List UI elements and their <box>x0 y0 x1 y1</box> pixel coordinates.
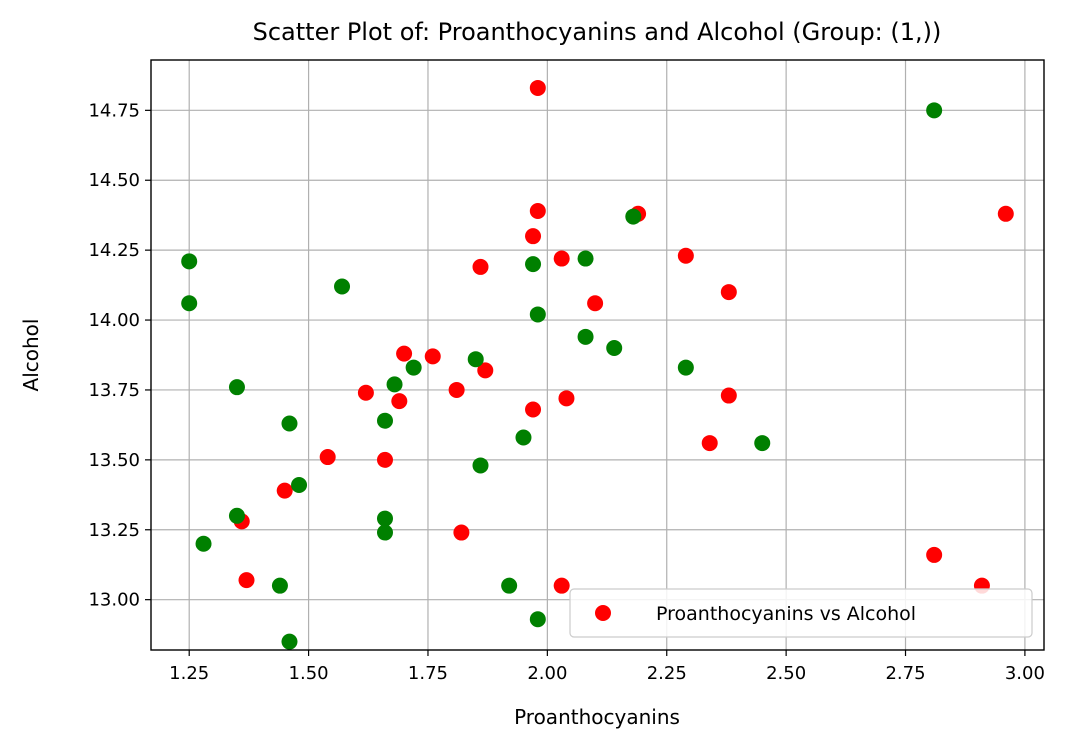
x-axis-ticks: 1.25 1.50 1.75 2.00 2.25 2.50 2.75 3.00 <box>169 650 1045 684</box>
plot-frame <box>150 59 1045 651</box>
y-axis-label: Alcohol <box>19 319 43 392</box>
data-point <box>926 102 943 119</box>
data-point <box>525 401 542 418</box>
x-tick-label: 1.75 <box>408 663 448 684</box>
data-point <box>281 415 298 432</box>
chart-title: Scatter Plot of: Proanthocyanins and Alc… <box>253 18 942 46</box>
data-point <box>997 205 1014 222</box>
data-point <box>754 435 771 452</box>
data-point <box>376 412 393 429</box>
data-point <box>228 507 245 524</box>
data-point <box>357 384 374 401</box>
data-point <box>577 250 594 267</box>
data-point <box>376 451 393 468</box>
data-point <box>515 429 532 446</box>
data-point <box>319 449 336 466</box>
data-point <box>529 79 546 96</box>
data-point <box>529 611 546 628</box>
y-tick-label: 14.25 <box>88 240 140 261</box>
data-point <box>701 435 718 452</box>
data-point <box>181 295 198 312</box>
data-point <box>195 535 212 552</box>
legend: Proanthocyanins vs Alcohol <box>569 588 1033 638</box>
data-point <box>281 633 298 650</box>
data-point <box>926 546 943 563</box>
data-point <box>625 208 642 225</box>
data-point <box>720 284 737 301</box>
data-point <box>720 387 737 404</box>
y-tick-label: 13.75 <box>88 380 140 401</box>
grid <box>151 60 1044 650</box>
x-tick-label: 1.25 <box>169 663 209 684</box>
x-tick-label: 2.25 <box>647 663 687 684</box>
data-point <box>467 351 484 368</box>
data-point <box>181 253 198 270</box>
data-point <box>472 258 489 275</box>
data-point <box>396 345 413 362</box>
legend-box <box>569 588 1033 638</box>
data-point <box>453 524 470 541</box>
data-point <box>376 510 393 527</box>
data-point <box>558 390 575 407</box>
data-point <box>587 295 604 312</box>
data-point <box>472 457 489 474</box>
data-point <box>276 482 293 499</box>
x-tick-label: 2.00 <box>527 663 567 684</box>
data-point <box>606 340 623 357</box>
data-point <box>529 202 546 219</box>
data-point <box>677 359 694 376</box>
x-tick-label: 3.00 <box>1005 663 1045 684</box>
data-point <box>501 577 518 594</box>
data-point <box>529 306 546 323</box>
data-point <box>334 278 351 295</box>
data-point <box>477 362 494 379</box>
data-point <box>677 247 694 264</box>
data-point <box>405 359 422 376</box>
legend-marker <box>595 605 611 621</box>
x-axis-label: Proanthocyanins <box>514 705 680 729</box>
y-tick-label: 14.50 <box>88 170 140 191</box>
x-tick-label: 2.75 <box>885 663 925 684</box>
y-tick-label: 13.25 <box>88 520 140 541</box>
data-point <box>525 256 542 273</box>
y-tick-label: 14.75 <box>88 100 140 121</box>
data-point <box>271 577 288 594</box>
y-tick-label: 13.50 <box>88 450 140 471</box>
y-axis-ticks: 13.00 13.25 13.50 13.75 14.00 14.25 14.50 14.75 <box>88 100 151 611</box>
data-point <box>386 376 403 393</box>
data-point <box>448 381 465 398</box>
data-point <box>376 524 393 541</box>
legend-label: Proanthocyanins vs Alcohol <box>656 603 916 625</box>
data-point <box>228 379 245 396</box>
y-tick-label: 13.00 <box>88 590 140 611</box>
data-point <box>391 393 408 410</box>
x-tick-label: 2.50 <box>766 663 806 684</box>
data-point <box>238 572 255 589</box>
data-point <box>525 228 542 245</box>
data-point <box>424 348 441 365</box>
data-point <box>553 577 570 594</box>
data-points <box>181 79 1014 650</box>
data-point <box>291 477 308 494</box>
data-point <box>553 250 570 267</box>
y-tick-label: 14.00 <box>88 310 140 331</box>
data-point <box>577 328 594 345</box>
x-tick-label: 1.50 <box>289 663 329 684</box>
